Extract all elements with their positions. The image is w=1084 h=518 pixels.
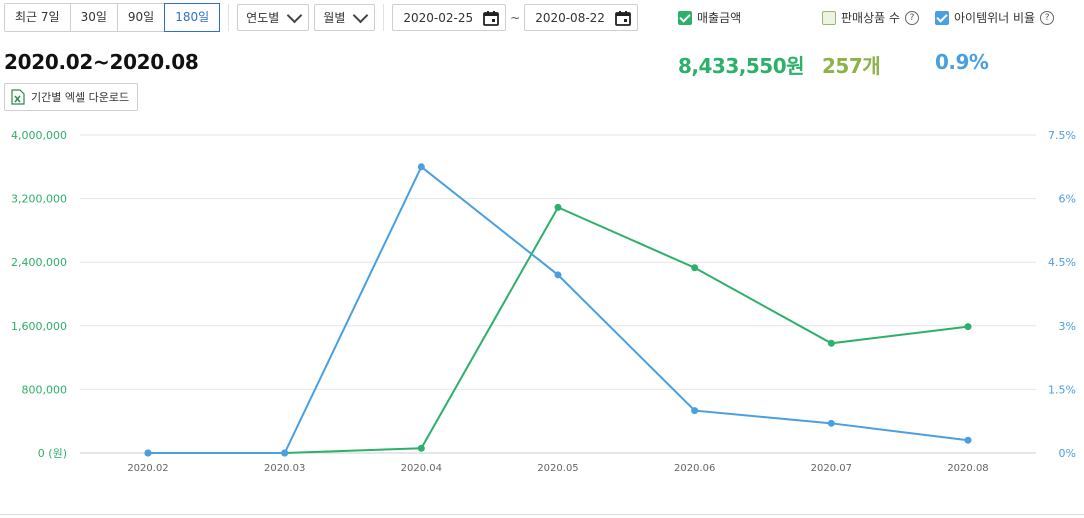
period-7d-button[interactable]: 최근 7일 [5,4,71,31]
sales-data-point [827,339,835,347]
excel-file-icon [11,89,25,105]
checkbox-checked-icon [935,10,949,25]
calendar-icon[interactable] [483,10,500,26]
divider [0,514,1084,515]
chevron-down-icon [353,7,369,24]
x-tick-label: 2020.03 [264,463,305,474]
sales-data-point [691,264,699,272]
period-90d-button[interactable]: 90일 [117,4,166,31]
chevron-down-icon [287,7,303,24]
winner-checkbox-label: 아이템위너 비율 [954,11,1036,25]
y-right-tick-label: 3% [1059,320,1076,333]
help-icon[interactable]: ? [905,10,920,25]
y-right-tick-label: 7.5% [1048,129,1076,142]
y-left-tick-label: 2,400,000 [11,256,67,269]
x-tick-label: 2020.07 [811,463,852,474]
y-left-tick-label: 1,600,000 [11,320,67,333]
month-unit-label: 월별 [323,11,346,25]
sales-data-point [554,203,562,211]
x-tick-label: 2020.05 [537,463,578,474]
winner-data-point [417,163,425,171]
year-unit-label: 연도별 [246,11,280,25]
x-tick-label: 2020.02 [127,463,168,474]
y-right-tick-label: 1.5% [1048,383,1076,396]
period-title: 2020.02~2020.08 [4,50,199,74]
date-from-value: 2020-02-25 [403,10,474,25]
items-checkbox[interactable]: 판매상품 수 ? [822,9,920,26]
y-left-tick-label: 800,000 [22,383,68,396]
sales-checkbox[interactable]: 매출금액 [678,9,741,26]
sales-series-line [148,206,969,454]
excel-download-button[interactable]: 기간별 엑셀 다운로드 [4,83,139,111]
winner-checkbox[interactable]: 아이템위너 비율 ? [935,9,1055,26]
winner-ratio: 0.9% [935,50,989,74]
y-left-tick-label: 3,200,000 [11,193,67,206]
date-to-input[interactable]: 2020-08-22 [524,4,638,31]
y-right-tick-label: 4.5% [1048,256,1076,269]
winner-data-point [691,407,699,415]
filter-toolbar: 최근 7일 30일 90일 180일 연도별 월별 2020-02-25 ~ 2… [4,3,638,32]
period-180d-button[interactable]: 180일 [164,3,221,32]
y-right-tick-label: 6% [1059,193,1076,206]
winner-data-point [144,449,152,457]
winner-data-point [554,271,562,279]
calendar-icon[interactable] [615,10,631,26]
excel-download-label: 기간별 엑셀 다운로드 [31,91,130,104]
items-total: 257개 [822,54,881,78]
winner-data-point [827,419,835,427]
checkbox-unchecked-icon [822,10,836,25]
date-from-input[interactable]: 2020-02-25 [392,4,507,31]
items-checkbox-label: 판매상품 수 [841,11,901,25]
help-icon[interactable]: ? [1040,10,1055,25]
x-tick-label: 2020.08 [947,463,988,474]
month-unit-dropdown[interactable]: 월별 [314,4,376,31]
divider [383,4,385,31]
winner-data-point [964,436,972,444]
x-tick-label: 2020.04 [401,463,442,474]
sales-data-point [417,444,425,452]
sales-checkbox-label: 매출금액 [697,11,742,25]
sales-total: 8,433,550원 [678,54,805,78]
sales-data-point [964,323,972,331]
divider [228,4,230,31]
period-segment: 최근 7일 30일 90일 180일 [4,3,221,32]
x-tick-label: 2020.06 [674,463,715,474]
year-unit-dropdown[interactable]: 연도별 [237,4,310,31]
checkbox-checked-icon [678,10,692,25]
y-left-tick-label: 0 (원) [38,447,67,460]
period-30d-button[interactable]: 30일 [70,4,118,31]
sales-chart: 4,000,000 7.5% 3,200,000 6% 2,400,000 4.5% 1,6… [11,129,1076,474]
date-to-value: 2020-08-22 [535,10,605,25]
y-left-tick-label: 4,000,000 [11,129,67,142]
date-range-separator: ~ [510,10,521,25]
y-right-tick-label: 0% [1059,447,1076,460]
winner-data-point [281,449,289,457]
